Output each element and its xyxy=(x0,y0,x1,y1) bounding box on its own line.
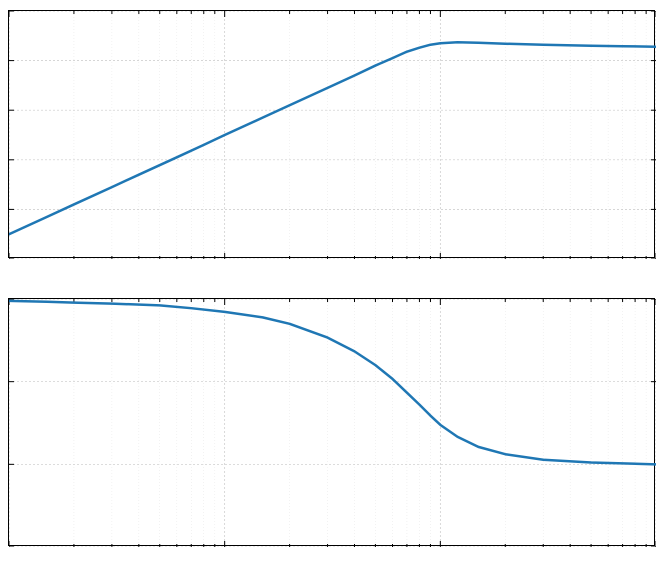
series-magnitude xyxy=(9,42,656,234)
panel-bottom xyxy=(8,298,655,546)
chart-panel-bottom xyxy=(9,299,656,547)
series-phase xyxy=(9,301,656,464)
panel-top xyxy=(8,10,655,258)
chart-panel-top xyxy=(9,11,656,259)
